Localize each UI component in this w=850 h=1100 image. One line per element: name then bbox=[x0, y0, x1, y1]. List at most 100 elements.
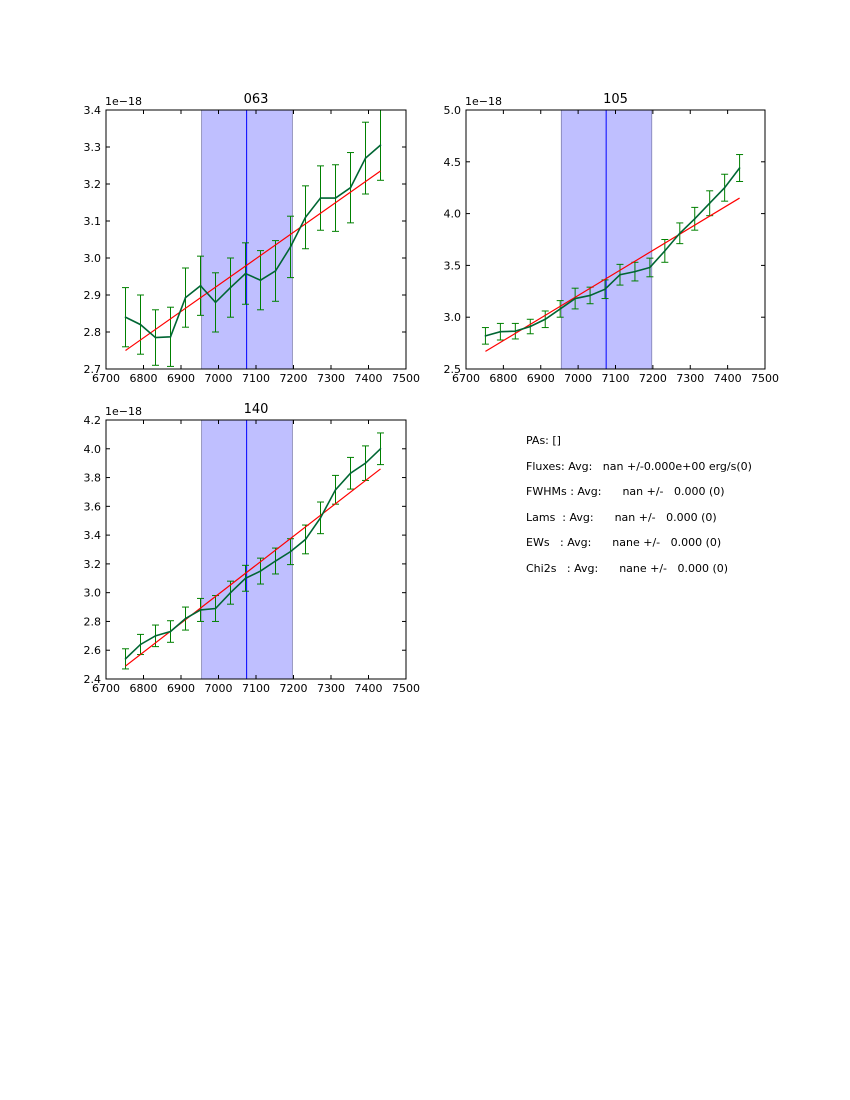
data-point bbox=[214, 301, 217, 304]
y-tick-label: 2.4 bbox=[84, 673, 102, 686]
x-tick-label: 7200 bbox=[280, 682, 308, 695]
fit-line bbox=[125, 468, 381, 667]
data-point bbox=[139, 323, 142, 326]
y-tick-label: 3.3 bbox=[84, 141, 102, 154]
data-point bbox=[289, 550, 292, 553]
data-point bbox=[154, 635, 157, 637]
data-point bbox=[379, 447, 382, 450]
x-tick-label: 6700 bbox=[92, 682, 120, 695]
offset-label: 1e−18 bbox=[105, 405, 142, 418]
data-point bbox=[604, 288, 606, 291]
y-tick-label: 3.5 bbox=[444, 259, 462, 272]
data-point bbox=[334, 197, 337, 199]
data-point bbox=[289, 246, 292, 248]
x-tick-label: 6700 bbox=[92, 372, 120, 385]
x-tick-label: 7300 bbox=[676, 372, 704, 385]
data-point bbox=[364, 157, 367, 159]
data-point bbox=[274, 560, 277, 562]
y-tick-label: 3.8 bbox=[84, 472, 102, 485]
y-tick-label: 3.6 bbox=[84, 500, 102, 513]
y-tick-label: 2.7 bbox=[84, 363, 102, 376]
y-tick-label: 2.9 bbox=[84, 289, 102, 302]
data-point bbox=[244, 272, 247, 275]
y-tick-label: 2.8 bbox=[84, 615, 102, 628]
data-point bbox=[124, 316, 127, 319]
x-tick-label: 7400 bbox=[714, 372, 742, 385]
data-point bbox=[334, 488, 337, 491]
x-tick-label: 7000 bbox=[205, 682, 233, 695]
data-point bbox=[693, 217, 696, 220]
data-point bbox=[723, 186, 726, 189]
data-point bbox=[559, 308, 561, 310]
y-tick-label: 4.0 bbox=[84, 443, 102, 456]
stats-pas: PAs: [] bbox=[526, 434, 561, 447]
y-tick-label: 3.2 bbox=[84, 178, 102, 191]
data-point bbox=[229, 286, 232, 289]
data-point bbox=[664, 250, 666, 252]
data-point bbox=[199, 284, 202, 287]
x-tick-label: 7400 bbox=[355, 372, 383, 385]
data-point bbox=[304, 538, 307, 541]
y-tick-label: 3.0 bbox=[444, 311, 462, 324]
offset-label: 1e−18 bbox=[465, 95, 502, 108]
subplot-title: 063 bbox=[244, 92, 269, 107]
data-point bbox=[708, 202, 711, 205]
x-tick-label: 6900 bbox=[167, 372, 195, 385]
data-point bbox=[514, 330, 517, 332]
stats-fwhms: FWHMs : Avg: nan +/- 0.000 (0) bbox=[526, 485, 725, 498]
stats-chi2s: Chi2s : Avg: nane +/- 0.000 (0) bbox=[526, 561, 729, 575]
y-tick-label: 2.8 bbox=[84, 326, 102, 339]
x-tick-label: 7500 bbox=[392, 682, 420, 695]
data-point bbox=[319, 197, 322, 199]
subplot-title: 105 bbox=[603, 92, 628, 107]
data-point bbox=[619, 273, 621, 276]
data-point bbox=[544, 318, 547, 321]
x-tick-label: 7400 bbox=[355, 682, 383, 695]
data-point bbox=[139, 643, 142, 646]
data-point bbox=[184, 296, 187, 299]
x-tick-label: 7000 bbox=[205, 372, 233, 385]
data-point bbox=[589, 294, 591, 297]
y-tick-label: 4.0 bbox=[444, 208, 462, 221]
y-tick-label: 5.0 bbox=[444, 104, 462, 117]
data-series-line bbox=[125, 144, 382, 339]
x-tick-label: 7300 bbox=[317, 682, 345, 695]
x-tick-label: 7100 bbox=[242, 372, 270, 385]
x-tick-label: 7500 bbox=[392, 372, 420, 385]
data-point bbox=[154, 336, 157, 339]
fit-line bbox=[485, 197, 740, 352]
y-tick-label: 3.4 bbox=[84, 104, 102, 117]
y-tick-label: 3.0 bbox=[84, 587, 102, 600]
y-tick-label: 3.0 bbox=[84, 252, 102, 265]
data-point bbox=[738, 167, 741, 169]
y-tick-label: 2.5 bbox=[444, 363, 462, 376]
data-point bbox=[574, 297, 576, 300]
data-point bbox=[634, 270, 636, 273]
data-point bbox=[274, 270, 277, 272]
y-tick-label: 3.2 bbox=[84, 558, 102, 571]
data-point bbox=[499, 330, 502, 333]
x-tick-label: 6800 bbox=[130, 372, 158, 385]
data-series-line bbox=[485, 167, 741, 337]
subplot-105: 6700 6800 6900 7000 7100 7200 7300 7400 7500 2.5 3… bbox=[444, 92, 780, 385]
x-tick-label: 7000 bbox=[564, 372, 592, 385]
x-tick-label: 7200 bbox=[280, 372, 308, 385]
data-point bbox=[484, 335, 487, 337]
data-point bbox=[244, 577, 247, 580]
data-point bbox=[379, 144, 382, 146]
x-tick-label: 7100 bbox=[602, 372, 630, 385]
data-point bbox=[214, 607, 217, 610]
y-tick-label: 4.2 bbox=[84, 414, 102, 427]
x-tick-label: 7300 bbox=[317, 372, 345, 385]
data-point bbox=[319, 517, 322, 519]
x-tick-label: 6900 bbox=[527, 372, 555, 385]
x-tick-label: 7500 bbox=[751, 372, 779, 385]
stats-fluxes: Fluxes: Avg: nan +/-0.000e+00 erg/s(0) bbox=[526, 459, 752, 473]
y-tick-label: 3.4 bbox=[84, 529, 102, 542]
subplot-title: 140 bbox=[244, 402, 269, 417]
y-tick-label: 3.1 bbox=[84, 215, 102, 228]
data-point bbox=[229, 591, 232, 594]
data-point bbox=[678, 232, 681, 235]
offset-label: 1e−18 bbox=[105, 95, 142, 108]
